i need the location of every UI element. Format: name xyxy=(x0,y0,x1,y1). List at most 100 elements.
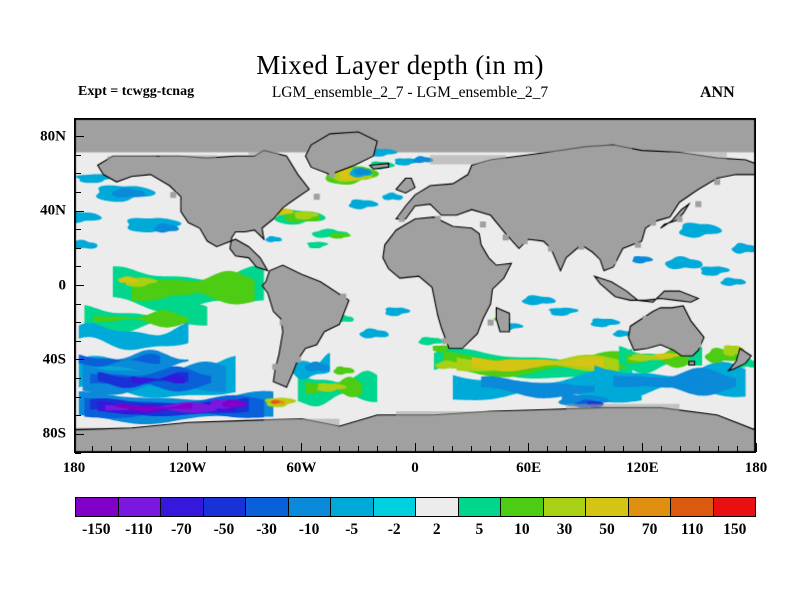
x-axis-label: 120E xyxy=(626,460,659,476)
x-tick xyxy=(622,446,624,452)
page-title: Mixed Layer depth (in m) xyxy=(256,50,544,80)
colorbar-tick-label: -5 xyxy=(345,521,359,538)
x-tick xyxy=(679,446,681,452)
x-tick xyxy=(357,446,359,452)
colorbar-swatch xyxy=(331,498,374,516)
y-tick xyxy=(75,266,81,268)
map-plot-area xyxy=(74,118,756,453)
x-tick xyxy=(376,446,378,452)
y-tick xyxy=(75,285,84,286)
x-tick xyxy=(92,446,94,452)
x-tick xyxy=(168,446,170,452)
y-axis-label: 80N xyxy=(40,128,66,145)
colorbar-swatch xyxy=(586,498,629,516)
y-tick xyxy=(75,433,84,435)
figure-subtitle: LGM_ensemble_2_7 - LGM_ensemble_2_7 xyxy=(271,84,549,101)
x-tick xyxy=(755,443,757,452)
x-tick xyxy=(641,443,643,452)
colorbar-tick-label: -10 xyxy=(298,521,320,538)
y-tick xyxy=(75,322,81,324)
y-tick xyxy=(75,396,81,398)
y-axis-label: 40S xyxy=(42,351,66,368)
x-tick xyxy=(547,446,549,452)
x-tick xyxy=(660,446,662,452)
x-tick xyxy=(490,446,492,452)
colorbar-swatch xyxy=(501,498,544,516)
x-axis-label: 60W xyxy=(286,460,317,476)
colorbar-swatch xyxy=(203,498,246,516)
x-tick xyxy=(206,446,208,452)
x-tick xyxy=(698,446,700,452)
colorbar-swatch xyxy=(713,498,755,516)
colorbar-tick-label: 70 xyxy=(641,521,658,538)
colorbar-swatch xyxy=(671,498,714,516)
x-tick xyxy=(244,446,245,452)
y-tick xyxy=(75,210,84,212)
x-tick xyxy=(319,446,321,452)
x-tick xyxy=(262,446,264,452)
x-axis-label: 180 xyxy=(744,460,768,476)
x-tick xyxy=(414,443,416,452)
colorbar-tick-label: -70 xyxy=(171,521,192,538)
colorbar-tick-label: 10 xyxy=(514,521,530,538)
x-tick xyxy=(471,446,473,452)
colorbar-swatch xyxy=(246,498,289,516)
colorbar-tick-label: -30 xyxy=(256,521,277,538)
y-axis-label: 40N xyxy=(40,202,66,219)
y-axis-label: 0 xyxy=(58,277,67,293)
x-tick xyxy=(149,446,151,452)
colorbar-tick-label: -50 xyxy=(213,521,235,538)
x-tick xyxy=(509,446,511,452)
x-tick xyxy=(433,446,435,452)
x-tick xyxy=(585,446,586,452)
colorbar-tick-label: 150 xyxy=(723,521,747,538)
colorbar-tick-label: 110 xyxy=(680,521,704,538)
x-tick xyxy=(300,443,302,452)
x-tick xyxy=(338,446,340,452)
x-tick xyxy=(528,443,530,452)
colorbar-tick-label: 5 xyxy=(475,521,484,538)
y-tick xyxy=(75,117,81,119)
colorbar-swatch xyxy=(76,498,119,516)
y-tick xyxy=(75,247,81,249)
x-tick xyxy=(281,446,283,452)
colorbar-tick-label: 50 xyxy=(599,521,615,538)
x-axis-label: 0 xyxy=(411,460,419,476)
y-tick xyxy=(75,303,81,305)
x-axis-label: 120W xyxy=(168,460,207,476)
y-tick xyxy=(75,340,81,342)
y-tick xyxy=(75,452,81,454)
y-tick xyxy=(75,415,81,417)
colorbar-swatch xyxy=(288,498,331,516)
colorbar-tick-label: -150 xyxy=(82,521,111,538)
colorbar-swatch xyxy=(416,498,459,516)
colorbar-swatch xyxy=(458,498,501,516)
x-tick xyxy=(225,446,227,452)
y-tick xyxy=(75,173,81,175)
x-tick xyxy=(736,446,738,452)
x-tick xyxy=(717,446,719,452)
map-data-layer xyxy=(75,119,755,452)
colorbar-swatch xyxy=(161,498,204,516)
x-tick xyxy=(452,446,454,452)
x-tick xyxy=(566,446,568,452)
y-tick xyxy=(75,378,81,380)
colorbar xyxy=(75,497,756,517)
y-tick xyxy=(75,136,84,138)
x-axis-label: 60E xyxy=(516,460,542,476)
x-tick xyxy=(111,446,113,452)
x-tick xyxy=(187,443,189,452)
season-label: ANN xyxy=(700,84,735,101)
x-tick xyxy=(130,446,132,452)
y-tick xyxy=(75,191,81,193)
x-tick xyxy=(73,443,75,452)
colorbar-tick-label: -110 xyxy=(125,521,153,538)
colorbar-swatch xyxy=(543,498,586,516)
x-axis-label: 180 xyxy=(62,460,86,476)
experiment-label: Expt = tcwgg-tcnag xyxy=(78,84,195,99)
x-tick xyxy=(603,446,605,452)
x-tick xyxy=(395,446,397,452)
colorbar-swatch xyxy=(373,498,416,516)
colorbar-tick-label: 2 xyxy=(432,521,441,538)
